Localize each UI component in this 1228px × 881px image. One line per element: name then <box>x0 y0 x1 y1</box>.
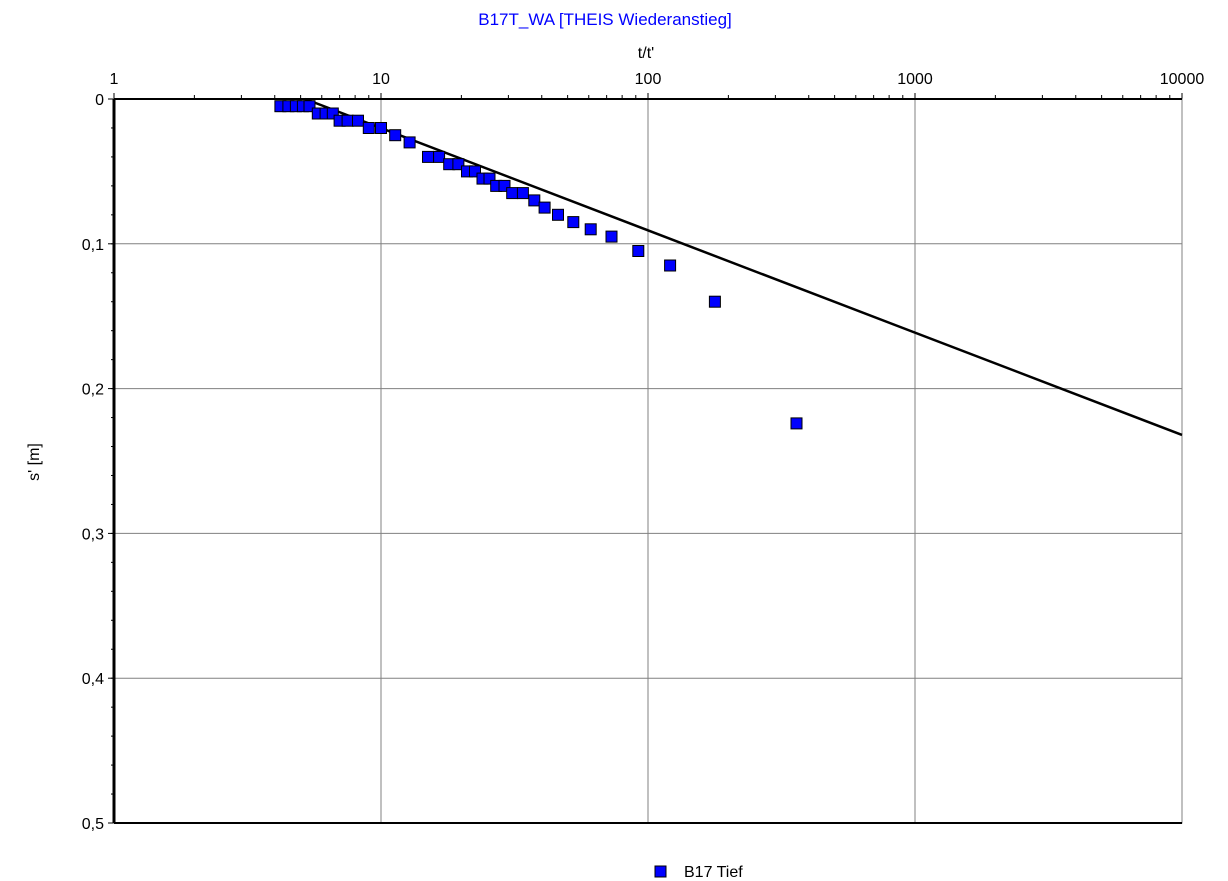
data-point <box>632 245 645 257</box>
y-tick-label: 0 <box>95 92 104 109</box>
grid <box>113 98 1183 824</box>
data-point <box>498 179 511 192</box>
data-point <box>403 136 416 149</box>
y-axis-label: s' [m] <box>26 443 43 481</box>
data-point <box>375 122 387 134</box>
x-axis-label: t/t' <box>638 45 654 62</box>
x-tick-label: 10000 <box>1160 71 1205 88</box>
legend-marker-b17-tief <box>654 865 667 878</box>
x-tick-label: 100 <box>635 71 662 88</box>
data-point <box>552 208 564 221</box>
data-point <box>567 216 580 229</box>
data-point <box>433 150 446 163</box>
y-tick-label: 0,4 <box>82 671 104 688</box>
data-point <box>469 165 481 178</box>
y-axis-ticks: 0 0,1 0,2 0,3 0,4 0,5 <box>82 92 114 833</box>
x-axis-ticks: 1 10 100 1000 10000 <box>110 71 1205 99</box>
data-point <box>326 107 339 120</box>
data-point <box>584 223 597 236</box>
data-point <box>452 158 465 171</box>
y-tick-label: 0,1 <box>82 237 104 254</box>
theis-fit-line <box>304 97 1183 437</box>
fit-line-segment <box>304 97 1183 437</box>
x-tick-label: 10 <box>372 71 390 88</box>
data-point <box>790 417 803 430</box>
y-tick-label: 0,5 <box>82 816 104 833</box>
data-point <box>664 259 677 272</box>
data-point <box>362 122 375 134</box>
data-point <box>303 100 316 113</box>
data-point <box>389 129 402 142</box>
data-point <box>506 187 519 200</box>
chart-title: B17T_WA [THEIS Wiederanstieg] <box>478 10 732 29</box>
data-point <box>605 230 618 243</box>
data-point <box>483 172 496 185</box>
y-tick-label: 0,2 <box>82 382 104 399</box>
data-point <box>516 187 529 200</box>
data-point <box>422 150 434 163</box>
x-tick-label: 1000 <box>897 71 933 88</box>
legend: B17 Tief <box>654 864 743 881</box>
data-points <box>274 100 803 430</box>
data-point <box>528 194 541 207</box>
x-tick-label: 1 <box>110 71 119 88</box>
legend-label-b17-tief: B17 Tief <box>684 864 743 881</box>
data-point <box>708 295 721 308</box>
y-tick-label: 0,3 <box>82 526 104 543</box>
data-point <box>341 114 354 127</box>
data-point <box>538 201 551 214</box>
data-point <box>352 114 364 127</box>
